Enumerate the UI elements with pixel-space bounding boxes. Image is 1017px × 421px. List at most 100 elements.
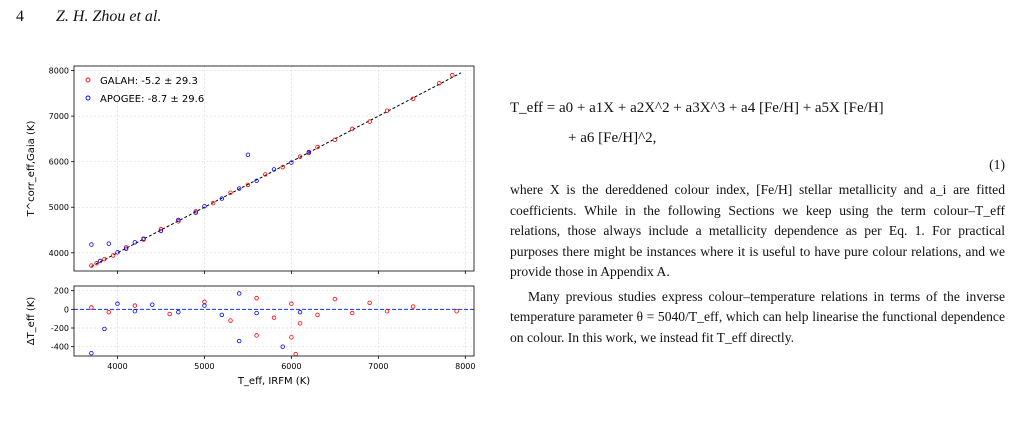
data-point <box>271 315 277 320</box>
data-point <box>410 304 416 309</box>
data-point <box>228 190 233 195</box>
y-tick-label: 6000 <box>49 158 69 167</box>
y-axis-label: ΔT_eff (K) <box>26 297 37 346</box>
data-point <box>219 196 225 201</box>
data-point <box>158 228 164 234</box>
data-point <box>254 333 259 338</box>
axes-frame <box>73 285 475 357</box>
data-point <box>245 152 251 158</box>
data-point <box>219 312 225 318</box>
data-point <box>384 108 390 113</box>
data-point <box>367 119 372 124</box>
data-point <box>289 335 294 340</box>
data-point <box>202 204 207 209</box>
data-point <box>245 182 251 188</box>
data-point <box>228 318 233 323</box>
data-point <box>141 236 146 241</box>
data-point <box>97 258 103 264</box>
data-point <box>176 219 181 224</box>
figure-svg: 4000 5000 6000 7000 8000 T^corr_eff,Gaia (K) G… <box>26 65 475 387</box>
data-point <box>102 256 107 262</box>
data-point <box>193 209 198 214</box>
data-point <box>332 296 338 302</box>
data-point <box>176 309 181 315</box>
data-point <box>115 301 120 306</box>
y-tick-label: 0 <box>64 305 69 314</box>
data-point <box>271 167 277 172</box>
data-point <box>102 326 107 332</box>
x-axis-label: T_eff, IRFM (K) <box>237 376 310 387</box>
one-to-one-line <box>91 72 462 267</box>
data-point <box>315 144 320 150</box>
data-point <box>289 301 294 306</box>
legend-entry: GALAH: -5.2 ± 29.3 <box>100 76 198 87</box>
data-point <box>89 263 94 268</box>
data-point <box>237 338 242 344</box>
y-tick-label: -200 <box>51 324 69 333</box>
data-point <box>210 200 216 206</box>
x-tick-label: 7000 <box>368 362 388 371</box>
data-point <box>315 312 320 318</box>
paragraph-2: Many previous studies express colour–tem… <box>510 288 1005 345</box>
data-point <box>237 291 242 296</box>
data-point <box>115 250 120 255</box>
data-point <box>167 311 172 317</box>
data-point <box>367 300 372 305</box>
equation-block: T_eff = a0 + a1X + a2X^2 + a3X^3 + a4 [F… <box>510 60 1005 180</box>
data-point <box>254 310 259 316</box>
data-point <box>306 149 311 155</box>
equation-line-1: T_eff = a0 + a1X + a2X^2 + a3X^3 + a4 [F… <box>510 100 884 116</box>
data-point <box>132 308 138 314</box>
data-point <box>89 351 94 356</box>
y-tick-label: 4000 <box>49 249 69 258</box>
y-tick-label: 8000 <box>49 67 69 76</box>
legend-marker <box>85 95 91 101</box>
y-axis-label: T^corr_eff,Gaia (K) <box>26 121 37 218</box>
data-point <box>123 245 129 250</box>
data-point <box>289 160 294 165</box>
data-point <box>450 72 455 78</box>
data-point <box>132 303 138 308</box>
data-point <box>384 308 390 314</box>
data-point <box>293 351 298 357</box>
data-point <box>237 186 242 191</box>
equation-line-2: + a6 [Fe/H]^2, <box>568 130 657 146</box>
data-point <box>297 321 303 326</box>
data-point <box>437 81 442 86</box>
x-tick-label: 8000 <box>455 362 475 371</box>
data-point <box>454 308 459 314</box>
data-point <box>106 309 111 315</box>
x-tick-label: 6000 <box>281 362 301 371</box>
bottom-panel: -400 -200 0 200 4000 5000 6000 7000 8000 ΔT_eff (… <box>26 285 475 387</box>
data-point <box>254 178 259 183</box>
data-point <box>158 226 164 232</box>
data-point <box>123 246 129 251</box>
running-head-authors: Z. H. Zhou et al. <box>56 8 162 25</box>
equation-number: (1) <box>989 157 1005 172</box>
data-point <box>193 210 198 215</box>
data-point <box>280 344 285 349</box>
data-point <box>263 172 268 177</box>
x-tick-label: 5000 <box>194 362 214 371</box>
y-tick-label: 200 <box>54 287 69 296</box>
data-point <box>176 217 181 223</box>
data-point <box>110 253 116 258</box>
x-tick-label: 4000 <box>107 362 127 371</box>
text-column: T_eff = a0 + a1X + a2X^2 + a3X^3 + a4 [F… <box>510 60 1005 348</box>
data-point <box>297 309 303 315</box>
legend-marker <box>85 77 91 83</box>
data-point <box>332 137 338 142</box>
y-tick-label: -400 <box>51 343 69 352</box>
data-point <box>350 126 355 132</box>
data-point <box>254 295 259 301</box>
data-point <box>350 310 355 316</box>
page-number: 4 <box>16 8 24 25</box>
data-point <box>89 305 94 310</box>
paragraph-1: where X is the dereddened colour index, … <box>510 182 1005 279</box>
axes-frame <box>73 65 475 272</box>
data-point <box>410 96 416 101</box>
y-tick-label: 7000 <box>49 112 69 121</box>
data-point <box>297 154 303 159</box>
legend-entry: APOGEE: -8.7 ± 29.6 <box>100 94 204 105</box>
figure-scatter-comparison: 4000 5000 6000 7000 8000 T^corr_eff,Gaia (K) G… <box>14 58 484 408</box>
